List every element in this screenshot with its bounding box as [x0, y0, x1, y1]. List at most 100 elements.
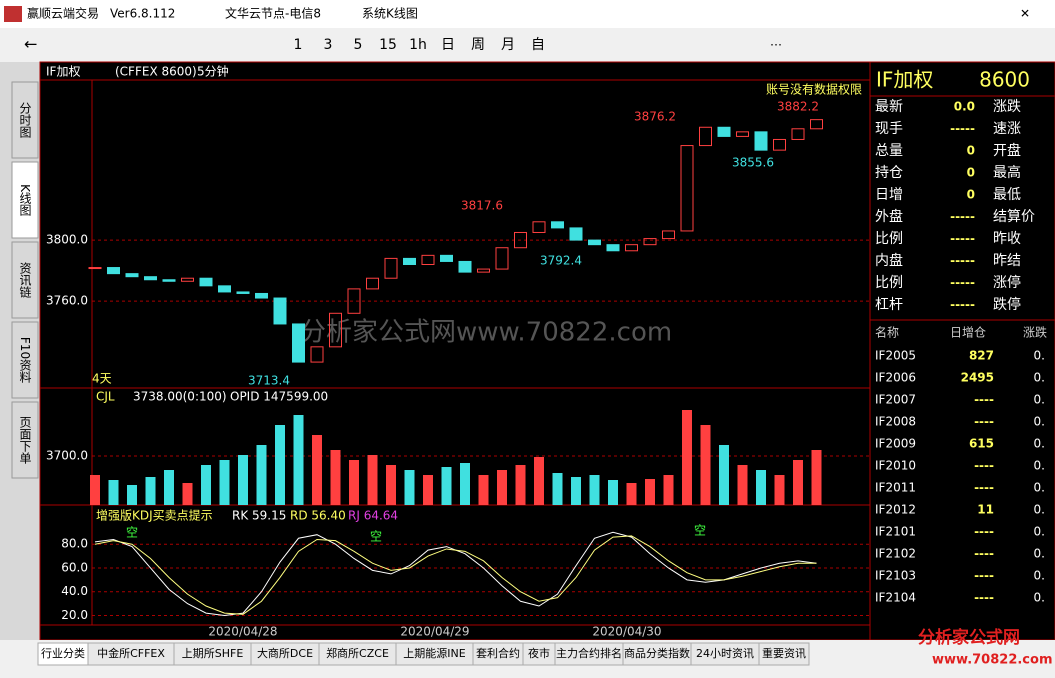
candle [125, 273, 139, 278]
candle [810, 119, 823, 130]
contract-name[interactable]: IF2102 [875, 547, 916, 561]
toolbar-button[interactable]: 1h [409, 37, 427, 53]
volume-bar [275, 425, 285, 505]
back-button[interactable]: ← [24, 35, 37, 54]
contract-change: 0. [1034, 569, 1045, 583]
quote-label: 昨结 [993, 253, 1021, 269]
contract-oi: ---- [974, 547, 994, 561]
annotation: 3792.4 [540, 254, 582, 268]
contract-change: 0. [1034, 371, 1045, 385]
quote-label: 最高 [993, 164, 1021, 181]
toolbar-button[interactable]: 月 [501, 37, 515, 53]
left-tab[interactable] [11, 81, 39, 159]
candle [514, 231, 527, 249]
close-button[interactable]: ✕ [1020, 7, 1030, 21]
volume-bar [645, 479, 655, 505]
quote-value: 0.0 [954, 100, 975, 114]
volume-label[interactable]: CJL [96, 390, 115, 404]
toolbar-button[interactable]: 5 [354, 37, 363, 53]
toolbar-button[interactable]: 15 [379, 37, 397, 53]
quote-label: 结算价 [993, 209, 1035, 225]
candle [588, 239, 601, 246]
volume-bar [441, 467, 452, 505]
signal: 空 [370, 530, 382, 544]
contract-name[interactable]: IF2007 [875, 393, 916, 407]
quote-value: ----- [950, 276, 975, 290]
volume-bar [90, 475, 100, 505]
toolbar-button[interactable]: 周 [471, 37, 485, 53]
table-header: 名称 [875, 325, 899, 340]
contract-name[interactable]: IF2104 [875, 591, 916, 605]
candle [384, 257, 398, 279]
quote-label: 跌停 [993, 296, 1021, 313]
bottom-tab-label: 上期能源INE [403, 646, 465, 660]
toolbar-button[interactable]: 自 [531, 37, 545, 53]
more-button[interactable]: ⋯ [770, 38, 782, 52]
contract-name[interactable]: IF2101 [875, 525, 916, 539]
left-tab[interactable] [11, 401, 39, 479]
candle [717, 126, 731, 137]
volume-bar [404, 470, 415, 505]
contract-name[interactable]: IF2011 [875, 481, 916, 495]
contract-name[interactable]: IF2009 [875, 437, 916, 451]
y-tick-label: 3800.0 [46, 233, 88, 247]
candle [495, 247, 509, 270]
bottom-tab-label: 24小时资讯 [696, 647, 754, 660]
toolbar-button[interactable]: 3 [324, 37, 333, 53]
candle [606, 244, 620, 252]
volume-bar [663, 475, 674, 505]
toolbar-button[interactable]: 1 [294, 37, 303, 53]
candle [88, 267, 102, 270]
contract-change: 0. [1034, 393, 1045, 407]
candle [292, 323, 305, 363]
quote-label: 杠杆 [875, 297, 903, 313]
volume-bar [349, 460, 359, 505]
left-tab[interactable] [11, 241, 39, 319]
quote-value: ----- [950, 298, 975, 312]
volume-bar [201, 465, 211, 505]
annotation: 3817.6 [461, 199, 503, 213]
candle [199, 277, 213, 287]
bottom-tab-label: 套利合约 [476, 646, 520, 660]
contract-oi: 615 [969, 437, 994, 451]
app-name: 赢顺云端交易 [27, 6, 99, 21]
left-tab[interactable] [11, 321, 39, 399]
candle [643, 238, 657, 246]
candle [273, 297, 287, 325]
toolbar-button[interactable]: 日 [441, 37, 455, 53]
bottom-tab[interactable] [758, 642, 810, 666]
candle [162, 279, 176, 282]
contract-name[interactable]: IF2012 [875, 503, 916, 517]
quote-value: ----- [950, 254, 975, 268]
x-tick-label: 2020/04/28 [208, 625, 277, 639]
contract-change: 0. [1034, 437, 1045, 451]
y-tick-label: 80.0 [61, 537, 88, 551]
quote-label: 日增 [875, 187, 903, 203]
contract-name[interactable]: IF2006 [875, 371, 916, 385]
quote-label: 最新 [875, 99, 903, 115]
contract-change: 0. [1034, 415, 1045, 429]
rd: RD 56.40 [290, 509, 346, 523]
volume-bar [608, 480, 618, 505]
volume-bar [238, 455, 248, 505]
candle [662, 230, 675, 240]
bottom-tab-label: 主力合约排名 [556, 646, 622, 660]
left-tab[interactable] [11, 161, 39, 239]
annotation: 3876.2 [634, 110, 676, 124]
quote-label: 昨收 [993, 231, 1021, 247]
bottom-tab-label: 商品分类指数 [624, 646, 690, 660]
candle [236, 291, 250, 294]
contract-name[interactable]: IF2005 [875, 349, 916, 363]
candle [736, 131, 749, 137]
period[interactable]: 5分钟 [197, 64, 229, 79]
contract-name[interactable]: IF2010 [875, 459, 916, 473]
contract-oi: ---- [974, 591, 994, 605]
quote-label: 涨跌 [993, 99, 1021, 115]
contract-name[interactable]: IF2103 [875, 569, 916, 583]
bottom-tab-label: 夜市 [528, 646, 550, 660]
candle [625, 244, 638, 252]
contract-name[interactable]: IF2008 [875, 415, 916, 429]
node: 文华云节点-电信8 [225, 6, 321, 21]
candle [569, 227, 583, 241]
volume-value: 3738.00(0:100) [133, 390, 227, 404]
